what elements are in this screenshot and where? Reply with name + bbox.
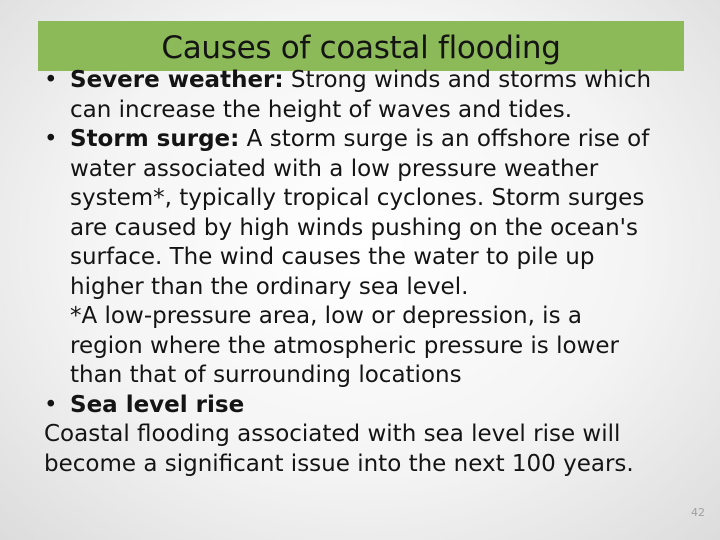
- closing-text-line: Coastal flooding associated with sea lev…: [44, 421, 621, 447]
- bullet-text-line: A storm surge is an offshore rise of: [239, 126, 650, 152]
- slide-title: Causes of coastal flooding: [161, 30, 561, 66]
- bullet-marker: •: [44, 126, 58, 152]
- page-number: 42: [691, 506, 705, 519]
- bullet-label-storm-surge: Storm surge:: [70, 126, 240, 152]
- bullet-severe-weather: • Severe weather: Strong winds and storms…: [44, 66, 704, 96]
- bullet-sea-level-rise: • Sea level rise: [44, 391, 704, 421]
- footnote-line: *A low-pressure area, low or depression,…: [70, 303, 582, 329]
- bullet-marker: •: [44, 391, 58, 418]
- bullet-label-severe-weather: Severe weather:: [70, 67, 284, 93]
- slide-content: • Severe weather: Strong winds and storms…: [44, 66, 704, 479]
- title-bar: [38, 21, 684, 71]
- bullet-text-line: surface. The wind causes the water to pi…: [70, 244, 595, 270]
- bullet-text-line: water associated with a low pressure wea…: [70, 155, 599, 182]
- bullet-text-line: can increase the height of waves and tid…: [70, 96, 573, 123]
- footnote-line: than that of surrounding locations: [70, 362, 462, 388]
- closing-text-line: become a significant issue into the next…: [44, 450, 634, 477]
- bullet-text-line: higher than the ordinary sea level.: [70, 273, 469, 300]
- bullet-text-line: system*, typically tropical cyclones. St…: [70, 185, 645, 211]
- bullet-storm-surge: • Storm surge: A storm surge is an offsho…: [44, 125, 704, 155]
- bullet-label-sea-level-rise: Sea level rise: [70, 391, 245, 418]
- bullet-marker: •: [44, 67, 58, 93]
- footnote-line: region where the atmospheric pressure is…: [70, 332, 619, 359]
- bullet-text-line: are caused by high winds pushing on the …: [70, 214, 638, 241]
- bullet-text-line: Strong winds and storms which: [283, 67, 652, 93]
